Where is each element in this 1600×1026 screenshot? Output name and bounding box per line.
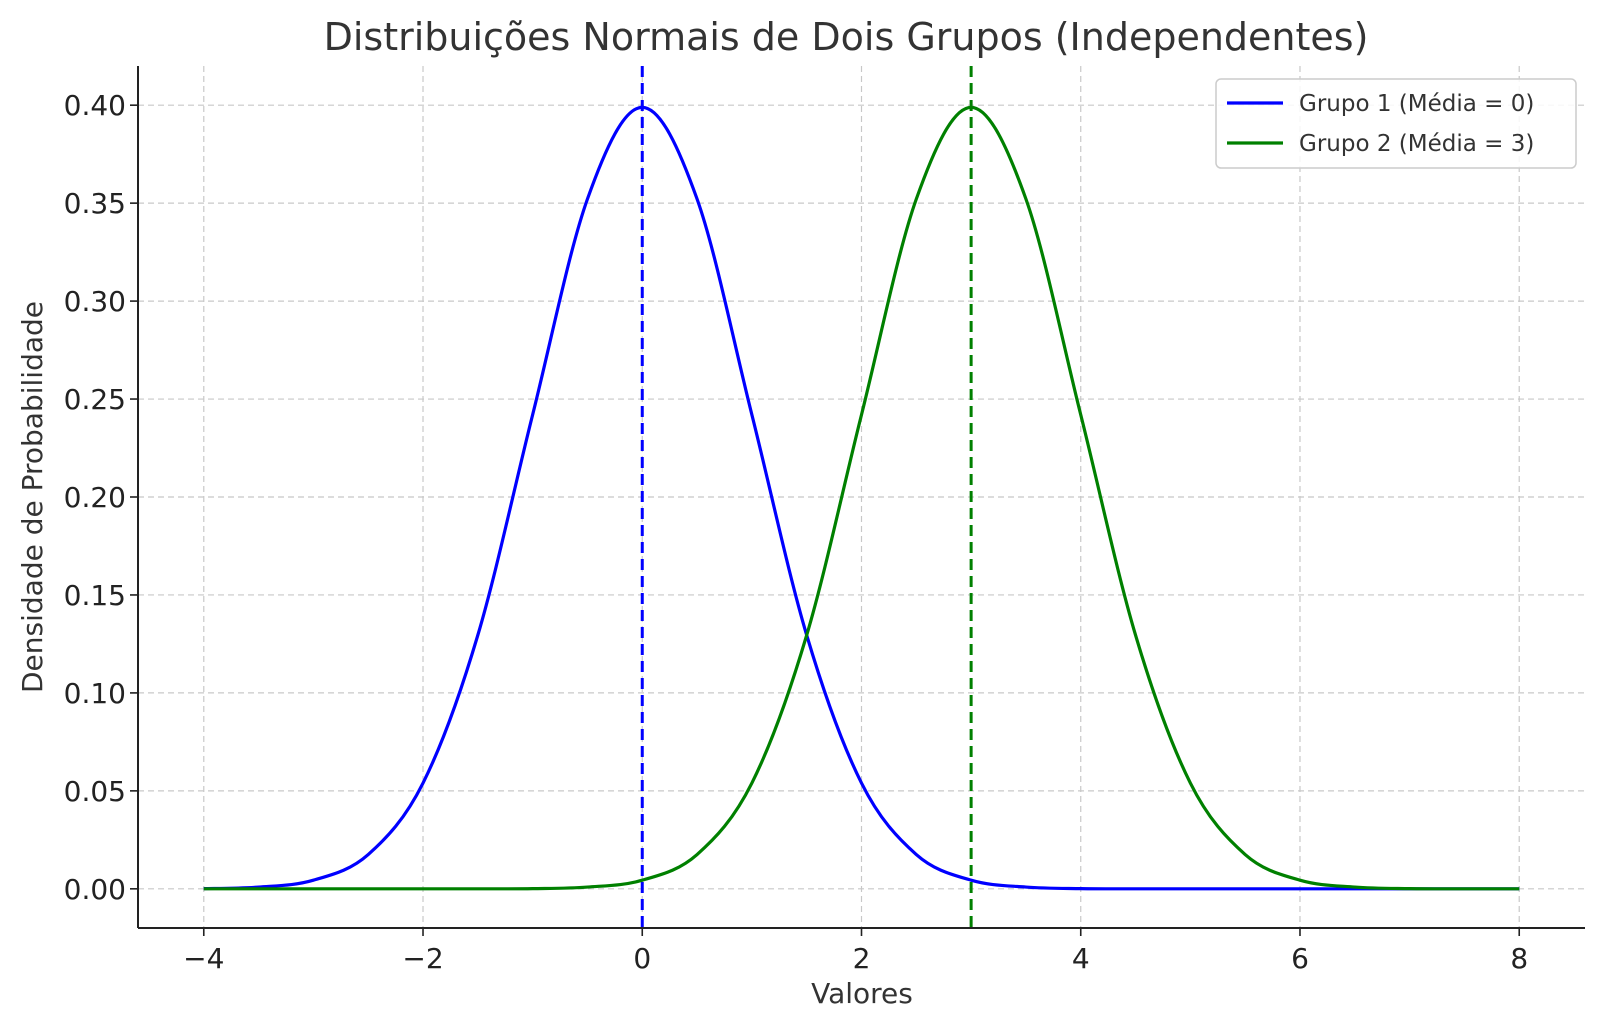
y-tick-label-0-10: 0.10 xyxy=(64,677,126,710)
y-axis-label: Densidade de Probabilidade xyxy=(16,301,49,693)
y-tick-label-0-35: 0.35 xyxy=(64,187,126,220)
x-axis-label: Valores xyxy=(811,977,913,1010)
y-tick-label-0-25: 0.25 xyxy=(64,383,126,416)
x-tick-label-2: 2 xyxy=(853,942,871,975)
y-tick-label-0-00: 0.00 xyxy=(64,873,126,906)
series-line-grupo-1 xyxy=(203,105,1520,891)
legend-label-grupo-2: Grupo 2 (Média = 3) xyxy=(1299,131,1534,157)
x-tick-label-4: 4 xyxy=(1072,942,1090,975)
y-tick-label-0-20: 0.20 xyxy=(64,481,126,514)
y-tick-label-0-05: 0.05 xyxy=(64,775,126,808)
x-tick-label-4: −4 xyxy=(183,942,224,975)
y-tick-label-0-15: 0.15 xyxy=(64,579,126,612)
x-ticks: −4 −2 0 2 4 6 8 xyxy=(183,928,1528,975)
y-tick-label-0-30: 0.30 xyxy=(64,285,126,318)
y-tick-label-0-40: 0.40 xyxy=(64,89,126,122)
y-ticks: 0.00 0.05 0.10 0.15 0.20 0.25 0.30 0.35 0.40 xyxy=(64,89,138,906)
series-line-grupo-2 xyxy=(203,105,1520,891)
legend-box xyxy=(1215,78,1577,169)
chart-title: Distribuições Normais de Dois Grupos (In… xyxy=(324,15,1369,59)
x-tick-label-6: 6 xyxy=(1291,942,1309,975)
series-layer xyxy=(203,66,1520,928)
legend-label-grupo-1: Grupo 1 (Média = 0) xyxy=(1299,91,1534,117)
x-tick-label-0: 0 xyxy=(633,942,651,975)
x-tick-label-8: 8 xyxy=(1510,942,1528,975)
x-tick-label-2: −2 xyxy=(402,942,443,975)
legend: Grupo 1 (Média = 0) Grupo 2 (Média = 3) xyxy=(1215,78,1577,169)
